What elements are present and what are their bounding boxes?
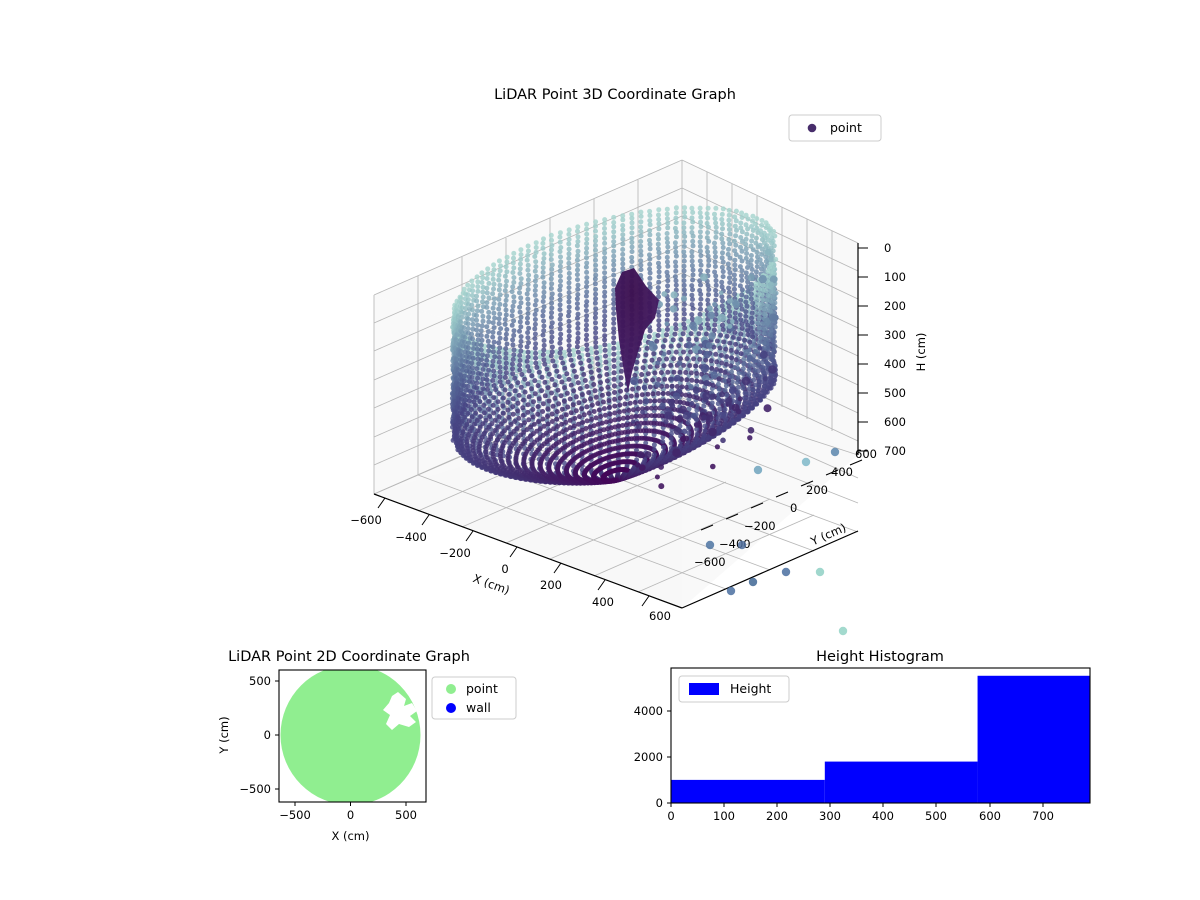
h-tick-0: 0 [884, 241, 891, 255]
hist-x-tick-600: 600 [979, 809, 1001, 823]
histogram-tickmarks [667, 710, 1044, 807]
histogram-bars [671, 675, 1090, 803]
three-d-legend[interactable]: point [788, 114, 882, 142]
hist-x-tick-200: 200 [766, 809, 788, 823]
two-d-y-tick-m500: −500 [239, 782, 271, 796]
histogram-legend[interactable]: Height [678, 675, 790, 703]
y-tick-0: 0 [790, 501, 797, 515]
y-tick-400: 400 [831, 465, 853, 479]
h-tick-600: 600 [884, 415, 906, 429]
x-tick-m200: −200 [439, 546, 471, 560]
hist-x-tick-400: 400 [872, 809, 894, 823]
x-tick-400: 400 [592, 595, 614, 609]
h-tick-400: 400 [884, 357, 906, 371]
histogram-bar [671, 779, 825, 803]
hist-y-tick-2000: 2000 [634, 750, 663, 764]
y-tick-200: 200 [806, 483, 828, 497]
two-d-x-tick-500: 500 [395, 808, 417, 822]
h-tick-300: 300 [884, 328, 906, 342]
histogram-bar [824, 761, 978, 803]
hist-x-tick-100: 100 [713, 809, 735, 823]
histogram-title: Height Histogram [816, 649, 944, 665]
legend-label-height: Height [730, 681, 771, 696]
legend-marker-point-2d [446, 684, 456, 694]
two-d-x-axis-label: X (cm) [331, 829, 369, 843]
two-d-title: LiDAR Point 2D Coordinate Graph [228, 649, 470, 665]
h-tick-500: 500 [884, 386, 906, 400]
hist-y-tick-4000: 4000 [634, 704, 663, 718]
two-d-point-gap [383, 692, 417, 730]
x-tick-m600: −600 [350, 513, 382, 527]
panel-histogram: Height Histogram 0 100 200 300 400 500 6… [634, 649, 1091, 823]
h-tick-200: 200 [884, 299, 906, 313]
two-d-y-tick-0: 0 [264, 728, 271, 742]
legend-marker-wall [446, 703, 456, 713]
legend-marker-point [807, 123, 817, 133]
two-d-tickmarks [275, 680, 407, 806]
two-d-x-tick-0: 0 [347, 808, 354, 822]
two-d-legend[interactable]: point wall [431, 676, 517, 720]
x-tick-600: 600 [649, 609, 671, 623]
legend-label-point-2d: point [466, 681, 498, 696]
three-d-axis-lines [373, 243, 859, 609]
legend-label-wall: wall [466, 700, 491, 715]
x-tick-0: 0 [501, 562, 508, 576]
two-d-y-axis-label: Y (cm) [217, 716, 231, 754]
legend-label-point: point [830, 120, 862, 135]
two-d-frame [278, 669, 427, 803]
x-tick-m400: −400 [395, 530, 427, 544]
y-tick-600: 600 [855, 447, 877, 461]
h-tick-100: 100 [884, 270, 906, 284]
y-tick-m200: −200 [744, 519, 776, 533]
two-d-point-disk [280, 670, 421, 802]
two-d-point-cloud [280, 670, 421, 802]
hist-x-tick-300: 300 [819, 809, 841, 823]
y-tick-m600: −600 [694, 555, 726, 569]
two-d-x-tick-m500: −500 [279, 808, 311, 822]
two-d-y-tick-500: 500 [249, 674, 271, 688]
x-tick-200: 200 [540, 578, 562, 592]
hist-x-tick-500: 500 [925, 809, 947, 823]
hist-y-tick-0: 0 [656, 796, 663, 810]
three-d-outliers [705, 447, 848, 636]
histogram-frame [670, 667, 1091, 804]
hist-x-tick-700: 700 [1032, 809, 1054, 823]
panel-2d: LiDAR Point 2D Coordinate Graph −500 0 5… [217, 649, 517, 843]
three-d-spike [615, 268, 659, 392]
h-axis-label: H (cm) [914, 333, 928, 372]
three-d-point-cloud [449, 205, 779, 490]
three-d-h-axis: 0 100 200 300 400 500 600 700 H (cm) [858, 241, 928, 458]
panel-3d: LiDAR Point 3D Coordinate Graph [350, 87, 928, 636]
three-d-title: LiDAR Point 3D Coordinate Graph [494, 87, 736, 103]
histogram-bar [977, 675, 1090, 803]
hist-x-tick-0: 0 [667, 809, 674, 823]
h-tick-700: 700 [884, 444, 906, 458]
legend-swatch-height [689, 683, 719, 695]
